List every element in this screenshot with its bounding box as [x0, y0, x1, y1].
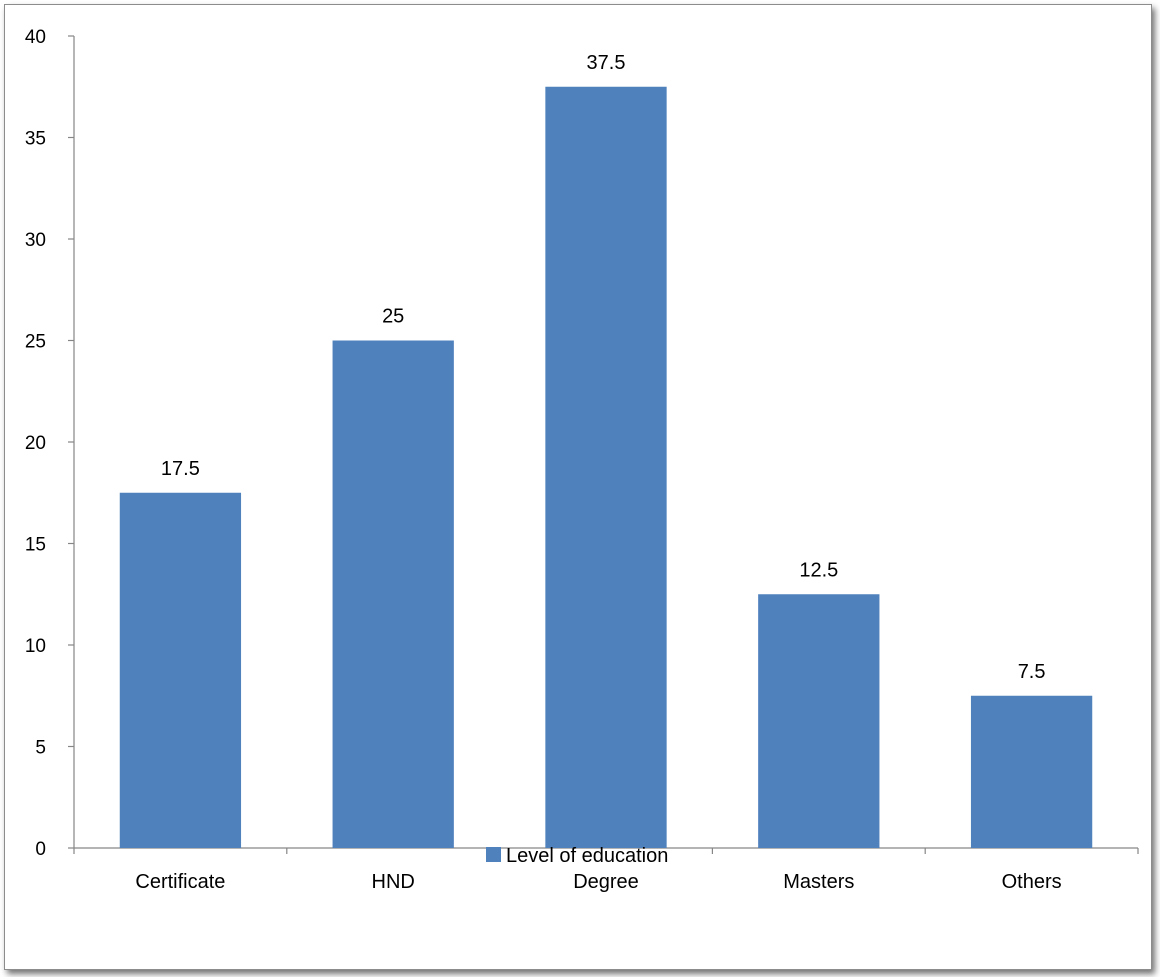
- y-axis: 0 5 10 15 20 25 30 35 40: [25, 27, 75, 860]
- bars: [119, 86, 1093, 848]
- bar: [119, 492, 242, 848]
- x-category-label: HND: [372, 871, 415, 893]
- x-category-label: Degree: [573, 871, 639, 893]
- bar: [970, 695, 1093, 848]
- bar-data-label: 7.5: [1018, 661, 1046, 683]
- bar-data-label: 17.5: [161, 458, 200, 480]
- y-tick-label: 15: [25, 535, 46, 556]
- legend-label: Level of education: [506, 845, 668, 867]
- y-tick-label: 5: [35, 738, 46, 759]
- legend-swatch: [486, 847, 501, 862]
- y-tick-label: 0: [35, 839, 46, 860]
- bar-data-label: 25: [382, 306, 404, 328]
- y-tick-label: 20: [25, 433, 46, 454]
- bar: [758, 594, 880, 848]
- bar: [545, 86, 667, 848]
- y-tick-label: 25: [25, 332, 46, 353]
- y-tick-label: 35: [25, 129, 46, 150]
- y-tick-label: 40: [25, 27, 46, 48]
- bar-data-label: 12.5: [799, 559, 838, 581]
- y-tick-label: 30: [25, 230, 46, 251]
- x-category-label: Others: [1002, 871, 1062, 893]
- y-tick-label: 10: [25, 636, 46, 657]
- legend: Level of education: [486, 845, 668, 867]
- bar: [332, 340, 454, 848]
- data-labels: 17.5 25 37.5 12.5 7.5: [161, 52, 1046, 683]
- x-category-label: Masters: [783, 871, 854, 893]
- x-category-label: Certificate: [135, 871, 225, 893]
- bar-data-label: 37.5: [587, 52, 626, 74]
